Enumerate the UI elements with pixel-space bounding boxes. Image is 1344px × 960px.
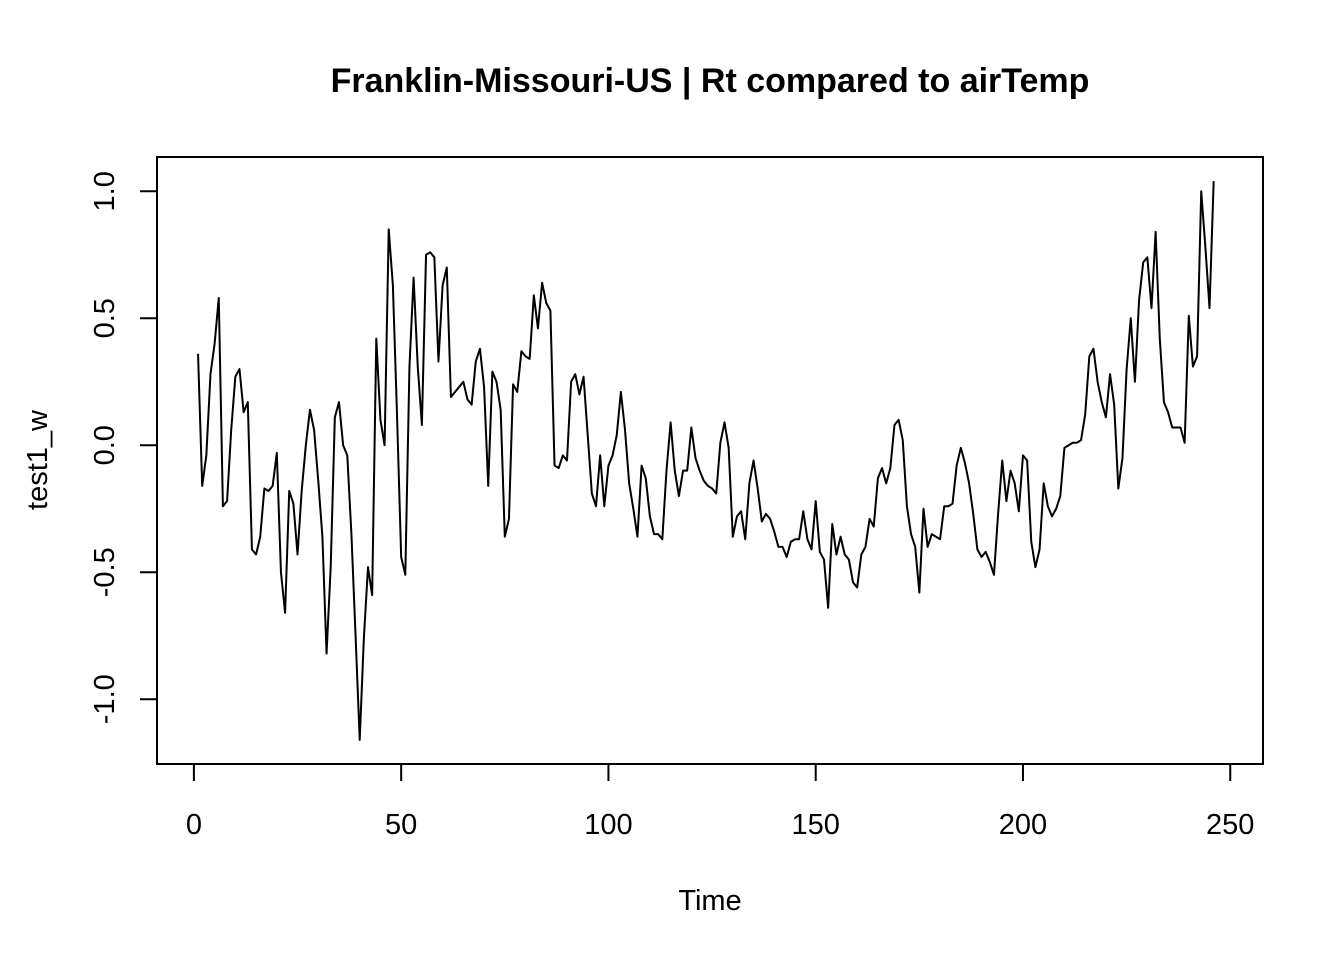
series-line xyxy=(197,181,1215,741)
x-tick-label: 200 xyxy=(999,809,1047,841)
x-axis: 0 50 100 150 200 250 xyxy=(186,763,1254,841)
chart-title: Franklin-Missouri-US | Rt compared to ai… xyxy=(331,62,1090,100)
y-tick-label: 1.0 xyxy=(89,171,121,211)
x-axis-label: Time xyxy=(678,885,741,917)
y-tick-label: 0.0 xyxy=(89,425,121,465)
x-tick-label: 50 xyxy=(385,809,417,841)
x-tick-label: 250 xyxy=(1206,809,1254,841)
plot-frame xyxy=(156,156,1264,765)
x-tick-label: 0 xyxy=(186,809,202,841)
y-axis-label: test1_w xyxy=(22,409,54,510)
x-tick-label: 150 xyxy=(792,809,840,841)
y-axis: -1.0 -0.5 0.0 0.5 1.0 xyxy=(89,171,158,724)
y-tick-label: -0.5 xyxy=(89,547,121,597)
x-tick-label: 100 xyxy=(584,809,632,841)
y-tick-label: -1.0 xyxy=(89,674,121,724)
y-tick-label: 0.5 xyxy=(89,298,121,338)
